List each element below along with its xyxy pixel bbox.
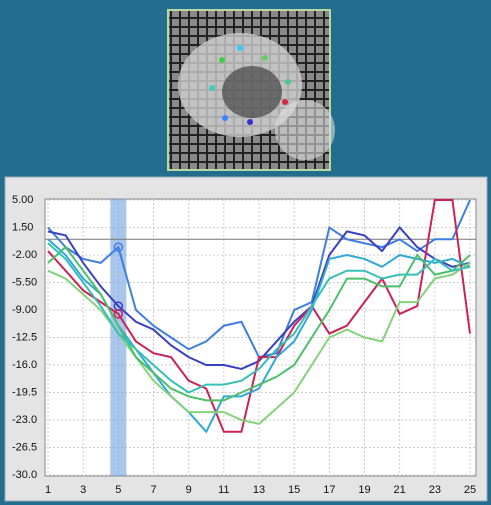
y-tick-label: 5.00: [12, 194, 33, 206]
screen: 5.00 1.50 -2.00 -5.50 -9.00 -12.5 -16.0 -19.5 -2…: [0, 0, 491, 505]
x-tick-label: 9: [186, 484, 192, 496]
y-tick-label: -5.50: [12, 276, 37, 288]
x-tick-label: 7: [150, 484, 156, 496]
y-tick-label: -16.0: [12, 359, 37, 371]
mri-image: [168, 10, 335, 170]
x-tick-label: 11: [218, 484, 229, 496]
y-tick-label: -12.5: [12, 331, 37, 343]
y-tick-label: -30.0: [12, 469, 37, 481]
y-tick-label: 1.50: [12, 221, 33, 233]
x-tick-label: 17: [323, 484, 335, 496]
x-tick-label: 3: [80, 484, 86, 496]
x-tick-label: 23: [429, 484, 441, 496]
y-tick-label: -26.5: [12, 441, 37, 453]
x-tick-label: 19: [358, 484, 370, 496]
x-tick-label: 13: [253, 484, 265, 496]
y-tick-label: -2.00: [12, 249, 37, 261]
y-tick-label: -23.0: [12, 414, 37, 426]
x-tick-label: 1: [45, 484, 51, 496]
y-tick-label: -9.00: [12, 304, 37, 316]
x-tick-label: 21: [394, 484, 406, 496]
x-tick-label: 25: [464, 484, 476, 496]
y-tick-label: -19.5: [12, 386, 37, 398]
x-tick-label: 5: [115, 484, 121, 496]
x-tick-label: 15: [288, 484, 300, 496]
